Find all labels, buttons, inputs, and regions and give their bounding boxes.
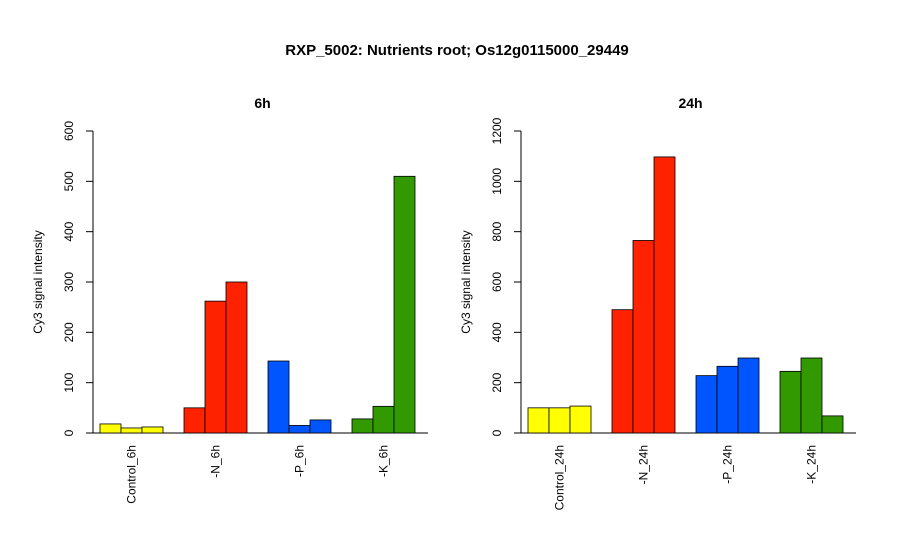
category-label: -K_24h bbox=[805, 445, 819, 484]
panel-title: 6h bbox=[254, 95, 270, 111]
y-tick-label: 200 bbox=[490, 372, 504, 392]
bar--K_6h-2 bbox=[372, 405, 395, 434]
bar-Control_6h-3 bbox=[141, 426, 164, 434]
y-tick-label: 1000 bbox=[490, 168, 504, 195]
y-tick-label: 400 bbox=[62, 221, 76, 241]
category-label: Control_24h bbox=[553, 445, 567, 510]
bar--N_6h-1 bbox=[183, 407, 206, 434]
bar--N_24h-2 bbox=[632, 240, 655, 434]
panel-24h: 24h 0 200 400 600 800 1000 1200 Cy3 signal inten… bbox=[459, 95, 856, 510]
bar--K_24h-3 bbox=[821, 415, 844, 434]
bar-Control_24h-1 bbox=[527, 407, 550, 434]
y-axis-label: Cy3 signal intensity bbox=[31, 230, 45, 333]
y-tick-label: 500 bbox=[62, 171, 76, 191]
y-tick-label: 1200 bbox=[490, 117, 504, 144]
chart-title: RXP_5002: Nutrients root; Os12g0115000_2… bbox=[285, 42, 629, 59]
category-label: -K_6h bbox=[377, 445, 391, 477]
bar--P_6h-2 bbox=[288, 425, 311, 434]
bar--K_24h-1 bbox=[779, 370, 802, 434]
y-tick-label: 300 bbox=[62, 272, 76, 292]
bar--N_24h-3 bbox=[653, 156, 676, 434]
bar--P_6h-1 bbox=[267, 360, 290, 434]
panel-title: 24h bbox=[678, 95, 702, 111]
y-tick-label: 0 bbox=[62, 429, 76, 436]
panel-6h: 6h 0 100 200 300 400 500 600 Cy3 signal intensit… bbox=[31, 95, 428, 504]
category-label: -P_24h bbox=[721, 445, 735, 484]
y-tick-label: 400 bbox=[490, 322, 504, 342]
bar-Control_24h-3 bbox=[569, 405, 592, 434]
bar--P_6h-3 bbox=[309, 419, 332, 434]
category-label: -P_6h bbox=[293, 445, 307, 477]
bar--N_6h-3 bbox=[225, 281, 248, 434]
bar-Control_6h-1 bbox=[99, 423, 122, 434]
bar--P_24h-2 bbox=[716, 365, 739, 434]
y-tick-label: 600 bbox=[62, 121, 76, 141]
bar--P_24h-1 bbox=[695, 375, 718, 434]
category-label: -N_6h bbox=[209, 445, 223, 478]
bar-Control_6h-2 bbox=[120, 427, 143, 434]
y-tick-label: 600 bbox=[490, 272, 504, 292]
bar--P_24h-3 bbox=[737, 357, 760, 434]
bar--K_24h-2 bbox=[800, 357, 823, 434]
y-tick-label: 200 bbox=[62, 322, 76, 342]
y-tick-label: 800 bbox=[490, 221, 504, 241]
bar--N_6h-2 bbox=[204, 300, 227, 434]
bar--K_6h-3 bbox=[393, 175, 416, 434]
y-axis-label: Cy3 signal intensity bbox=[459, 230, 473, 333]
category-label: Control_6h bbox=[125, 445, 139, 504]
y-tick-label: 100 bbox=[62, 372, 76, 392]
y-tick-label: 0 bbox=[490, 429, 504, 436]
bar-Control_24h-2 bbox=[548, 407, 571, 434]
bar--K_6h-1 bbox=[351, 418, 374, 434]
category-label: -N_24h bbox=[637, 445, 651, 484]
bar--N_24h-1 bbox=[611, 309, 634, 434]
